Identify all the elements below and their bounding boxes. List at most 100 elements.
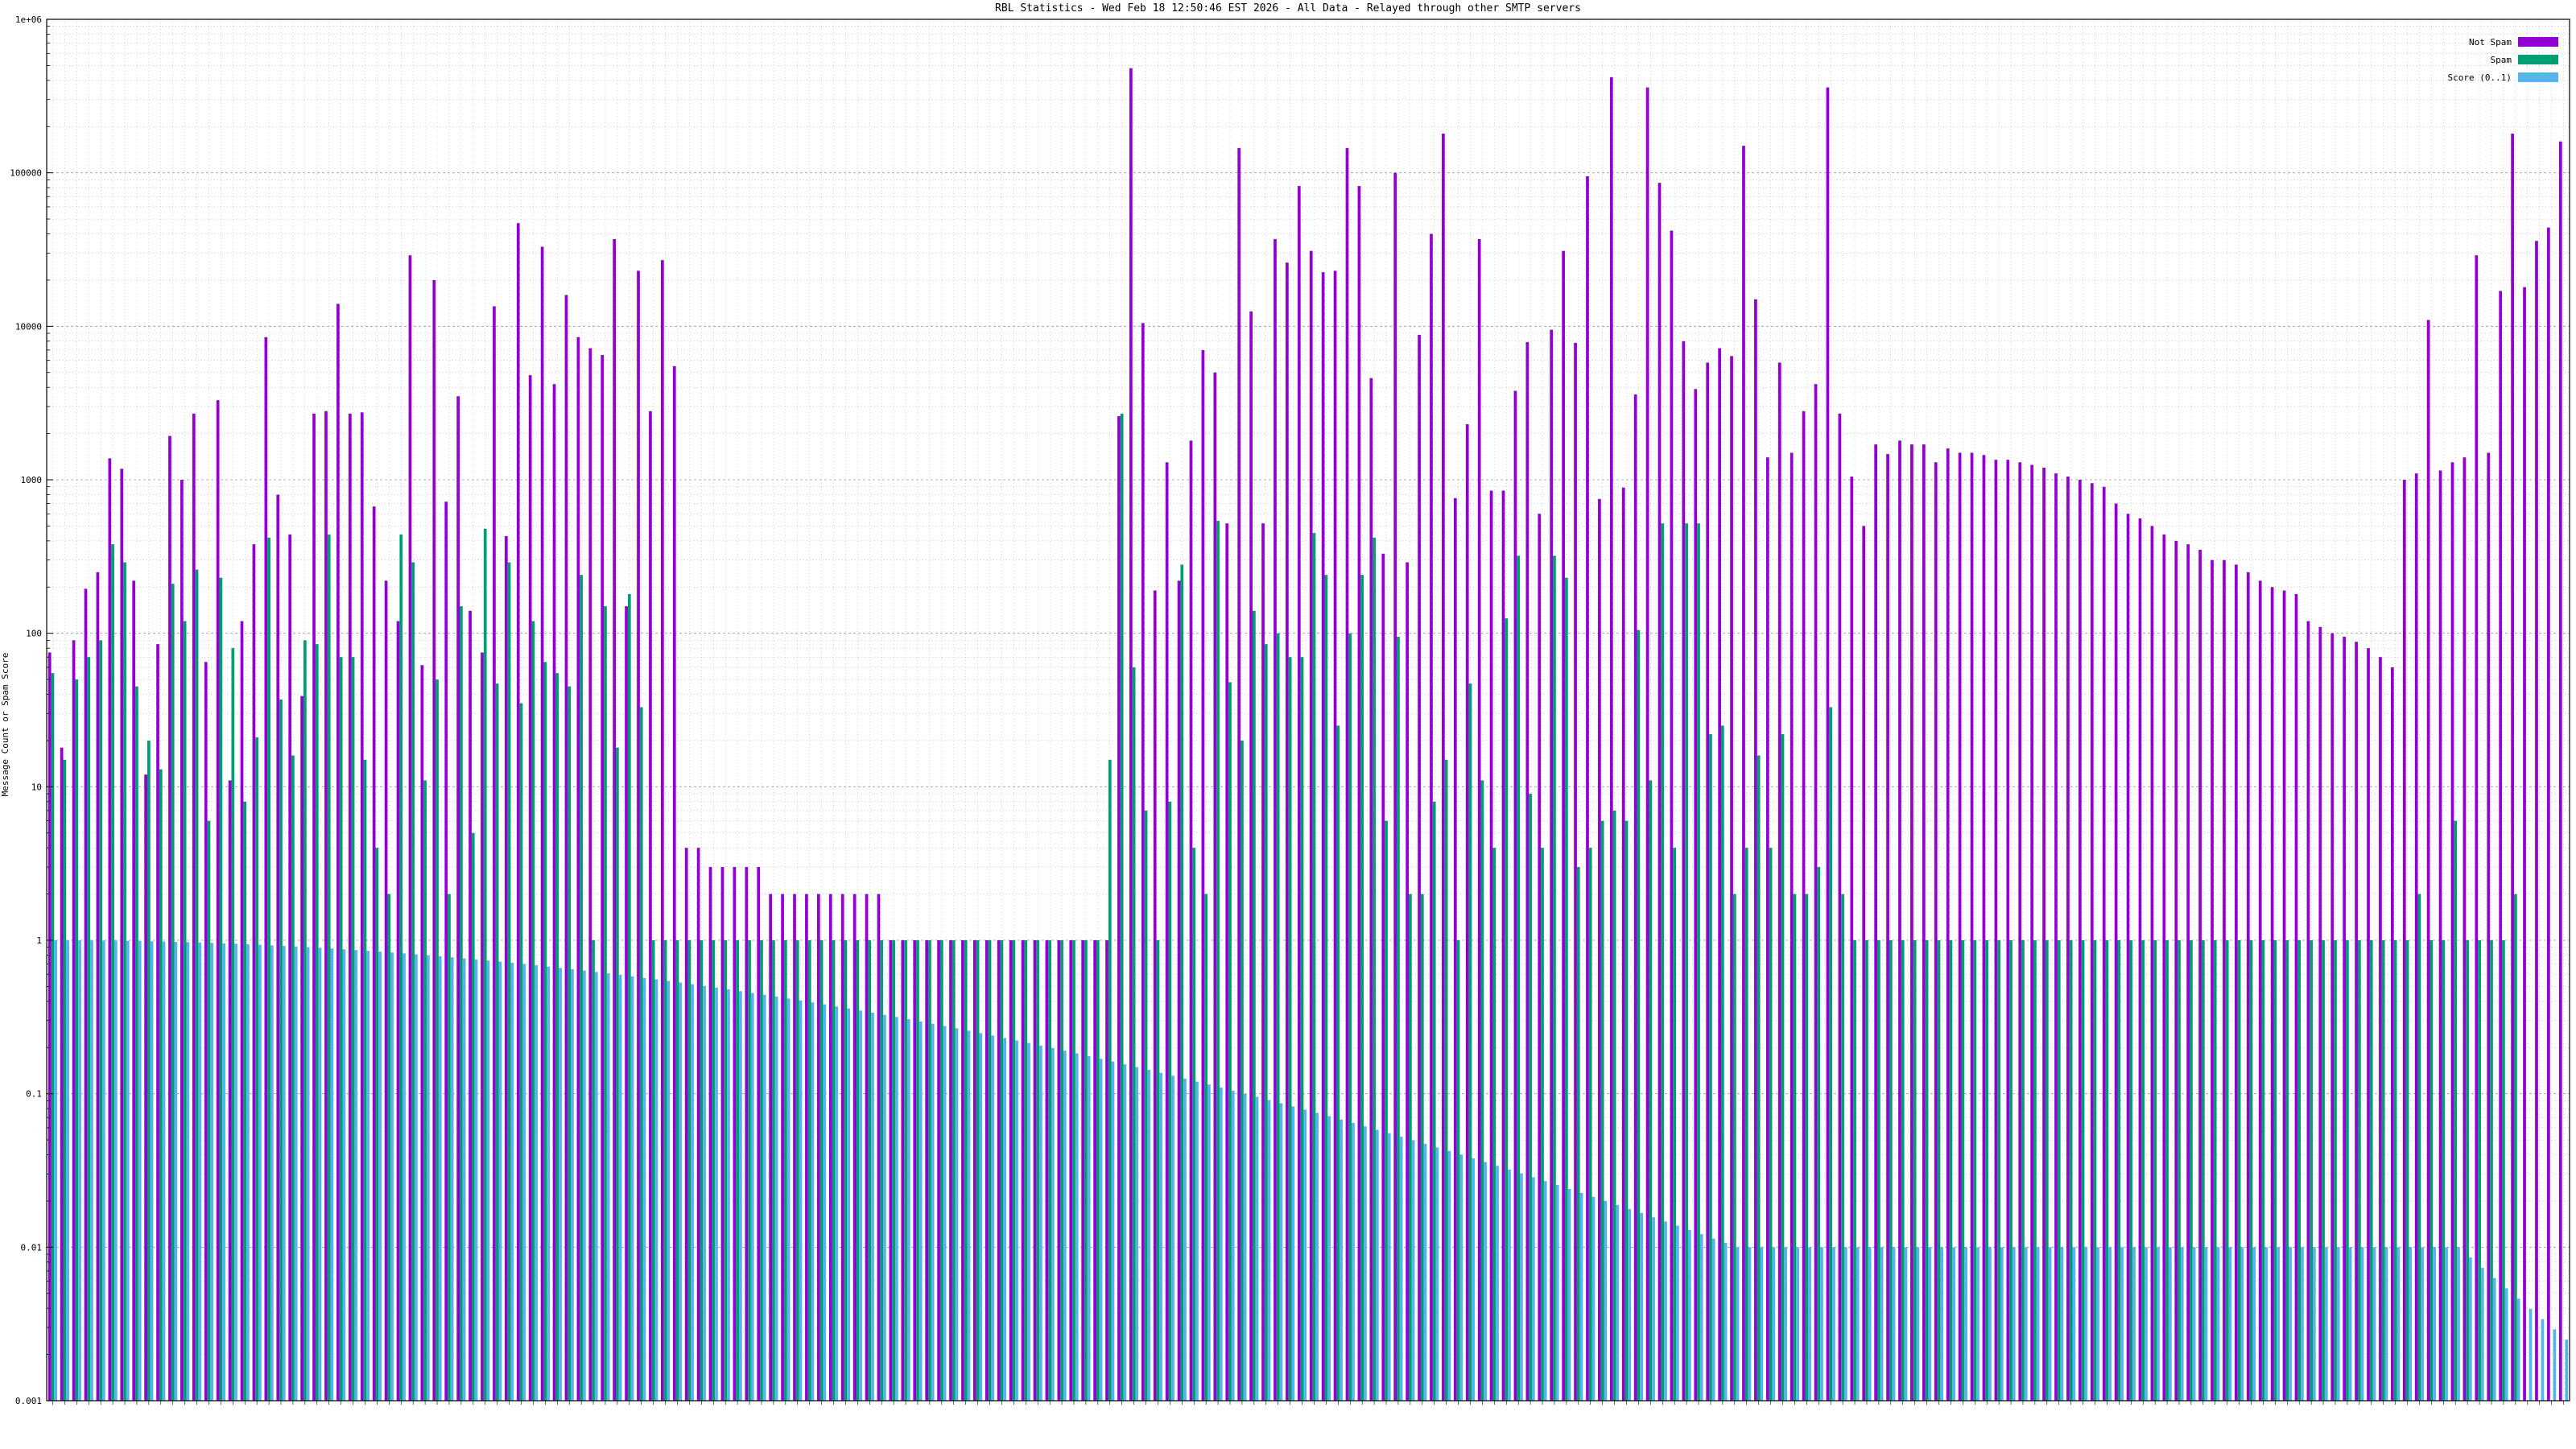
bar-not-spam (60, 747, 64, 1401)
bar-spam (880, 940, 884, 1401)
bar-not-spam (2547, 227, 2550, 1402)
bar-spam (868, 940, 872, 1401)
bar-spam (2393, 940, 2397, 1401)
bar-score (991, 1035, 995, 1401)
bar-spam (627, 593, 631, 1401)
legend-swatch (2518, 55, 2558, 64)
bar-score (1267, 1100, 1271, 1401)
bar-not-spam (1033, 940, 1037, 1401)
bar-spam (1673, 848, 1677, 1401)
bar-score (2504, 1288, 2508, 1401)
bar-score (246, 943, 250, 1401)
bar-score (415, 954, 418, 1401)
bar-spam (243, 801, 247, 1401)
bar-not-spam (192, 413, 196, 1401)
bar-spam (1517, 555, 1521, 1402)
bar-score (2120, 1247, 2124, 1401)
bar-score (186, 942, 190, 1401)
bar-score (2024, 1247, 2028, 1401)
bar-score (1303, 1109, 1307, 1401)
bar-score (703, 985, 706, 1401)
bar-not-spam (1633, 394, 1637, 1402)
bar-not-spam (312, 413, 316, 1401)
bar-not-spam (1081, 940, 1085, 1401)
bar-score (2216, 1247, 2220, 1401)
bar-not-spam (660, 260, 664, 1401)
bar-not-spam (1670, 230, 1674, 1401)
bar-score (2516, 1298, 2520, 1401)
bar-spam (856, 940, 860, 1401)
bar-score (366, 951, 370, 1401)
bar-not-spam (1525, 341, 1530, 1402)
bar-score (330, 948, 334, 1401)
bar-spam (51, 673, 55, 1401)
bar-not-spam (1489, 490, 1493, 1401)
bar-spam (1084, 940, 1088, 1401)
bar-not-spam (793, 894, 796, 1401)
bar-score (1423, 1143, 1427, 1401)
bar-score (486, 960, 490, 1401)
bar-score (1099, 1059, 1103, 1401)
bar-score (1159, 1072, 1163, 1401)
bar-score (222, 943, 225, 1401)
bar-spam (1108, 759, 1112, 1401)
bar-spam (1276, 633, 1280, 1401)
bar-spam (1805, 894, 1809, 1401)
bar-not-spam (384, 580, 388, 1401)
bar-not-spam (1141, 323, 1145, 1402)
bar-not-spam (637, 270, 640, 1401)
bar-spam (1204, 894, 1208, 1401)
bar-score (522, 964, 526, 1401)
bar-spam (2033, 940, 2037, 1401)
legend-swatch (2518, 37, 2558, 47)
bar-score (1591, 1196, 1596, 1401)
bar-not-spam (2379, 657, 2382, 1401)
bar-spam (1624, 820, 1629, 1401)
bar-not-spam (1261, 523, 1265, 1401)
bar-not-spam (852, 894, 857, 1401)
bar-spam (2165, 940, 2169, 1401)
bar-spam (795, 940, 799, 1401)
bar-not-spam (1657, 183, 1662, 1401)
bar-not-spam (1237, 147, 1241, 1401)
bar-not-spam (1538, 514, 1542, 1402)
bar-not-spam (2487, 452, 2491, 1401)
bar-not-spam (516, 223, 520, 1402)
bar-spam (2417, 894, 2421, 1401)
legend-label: Not Spam (2469, 37, 2512, 47)
bar-score (1352, 1122, 1355, 1401)
bar-score (402, 953, 406, 1401)
bar-score (1387, 1133, 1391, 1401)
bar-not-spam (288, 534, 292, 1401)
bar-score (2301, 1247, 2304, 1401)
bar-not-spam (1574, 342, 1577, 1402)
bar-not-spam (324, 411, 328, 1401)
bar-score (198, 942, 202, 1401)
bar-score (1208, 1084, 1211, 1401)
bar-score (1736, 1247, 1740, 1401)
bar-spam (1348, 633, 1352, 1401)
bar-not-spam (805, 894, 808, 1401)
bar-spam (387, 894, 391, 1401)
bar-not-spam (1430, 233, 1433, 1402)
bar-not-spam (961, 940, 964, 1401)
y-tick-label: 1e+06 (15, 14, 42, 25)
bar-spam (2405, 940, 2409, 1401)
bar-not-spam (504, 535, 508, 1401)
bar-score (1579, 1192, 1583, 1401)
bar-spam (1649, 780, 1653, 1401)
bar-not-spam (1886, 454, 1889, 1401)
bar-spam (1937, 940, 1941, 1401)
bar-spam (1492, 848, 1496, 1401)
bar-spam (2105, 940, 2109, 1401)
bar-not-spam (1850, 476, 1854, 1401)
bar-not-spam (2126, 514, 2130, 1402)
bar-not-spam (2367, 648, 2370, 1401)
bar-spam (411, 562, 415, 1401)
bar-spam (303, 640, 307, 1401)
bar-score (150, 941, 154, 1401)
bar-score (2145, 1247, 2148, 1401)
bar-spam (2093, 940, 2097, 1401)
bar-score (1147, 1070, 1151, 1401)
bar-spam (1120, 413, 1124, 1401)
